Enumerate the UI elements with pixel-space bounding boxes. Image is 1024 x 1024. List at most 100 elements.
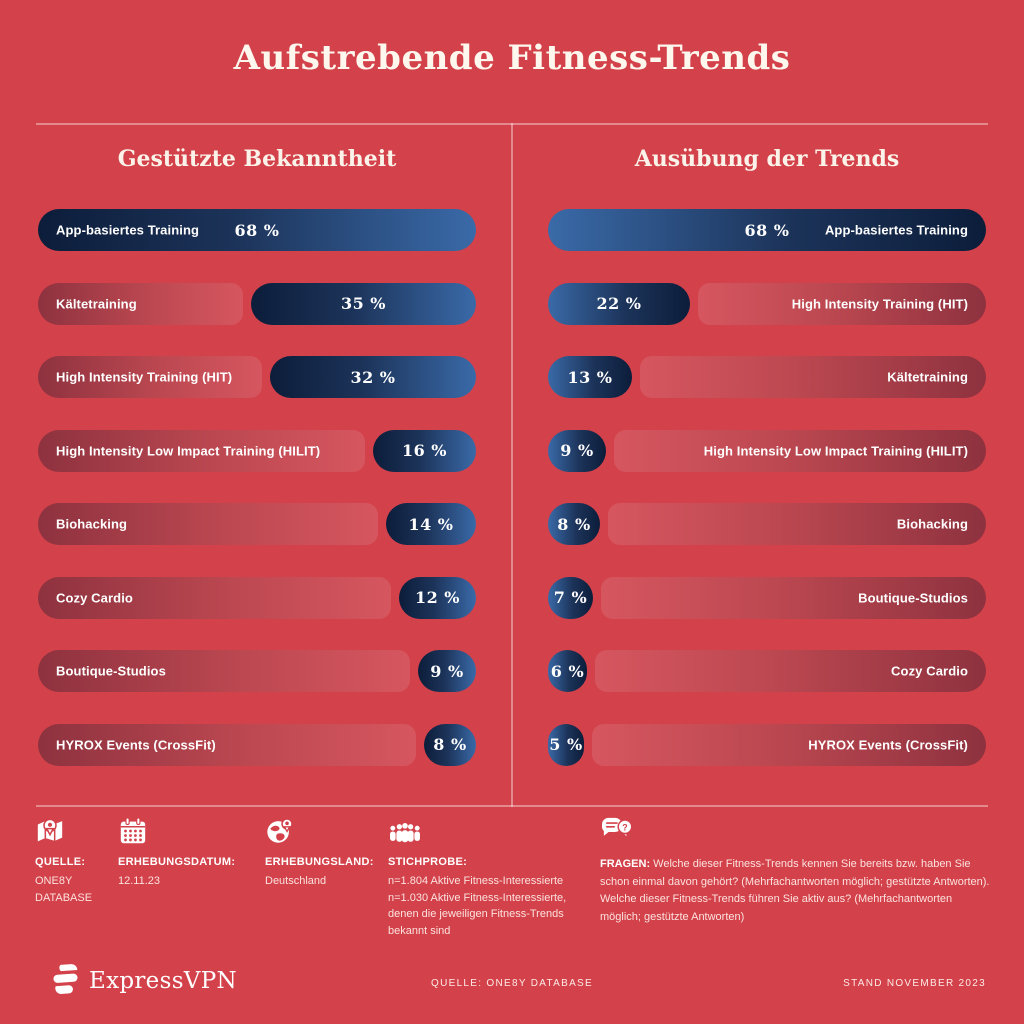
bar-track [38, 503, 378, 545]
bar-fill: 22 % [548, 282, 690, 325]
bar-label: High Intensity Training (HIT) [56, 369, 233, 385]
footer-sample: STICHPROBE: n=1.804 Aktive Fitness-Inter… [388, 816, 588, 939]
bar-value: 8 % [557, 514, 591, 534]
footer-heading: QUELLE: [35, 856, 86, 868]
bar-label: Cozy Cardio [56, 590, 133, 605]
bar-fill: 68 % [38, 209, 476, 251]
bar-row: 22 % High Intensity Training (HIT) [548, 282, 986, 325]
expressvpn-logo-icon [52, 962, 79, 1000]
bar-value: 7 % [553, 588, 588, 607]
bar-label: Biohacking [896, 516, 968, 532]
bar-value: 68 % [234, 220, 280, 240]
bar-fill: 13 % [548, 356, 632, 398]
bar-track [38, 723, 416, 766]
bottom-divider [36, 805, 988, 807]
footer-heading: STICHPROBE: [388, 856, 468, 868]
footer-body: ONE8Y DATABASE [35, 875, 93, 904]
footer-heading: ERHEBUNGSLAND: [265, 856, 374, 868]
bar-value: 32 % [350, 367, 396, 387]
bar-fill: 35 % [251, 282, 476, 325]
bar-row: 68 % App-basiertes Training [548, 209, 986, 251]
footer-body: Deutschland [265, 875, 327, 887]
bar-track [592, 723, 986, 766]
page-title: Aufstrebende Fitness-Trends [233, 38, 791, 78]
bar-fill: 8 % [424, 723, 476, 766]
bar-fill: 32 % [270, 356, 476, 398]
bar-fill: 9 % [418, 650, 476, 692]
bar-track [38, 282, 243, 325]
bar-label: High Intensity Low Impact Training (HILI… [56, 443, 321, 458]
footer-questions: ? FRAGEN: Welche dieser Fitness-Trends k… [600, 816, 992, 926]
bar-track [38, 429, 365, 472]
bar-label: HYROX Events (CrossFit) [808, 737, 968, 752]
bar-value: 9 % [560, 441, 594, 460]
bar-row: 8 % HYROX Events (CrossFit) [38, 723, 476, 766]
bar-row: 9 % Boutique-Studios [38, 650, 476, 692]
bar-value: 9 % [430, 661, 464, 681]
bar-value: 22 % [596, 294, 642, 313]
bar-fill: 16 % [373, 429, 476, 472]
bar-value: 13 % [567, 367, 613, 387]
bar-track [38, 650, 410, 692]
bar-row: 9 % High Intensity Low Impact Training (H… [548, 429, 986, 472]
bar-track [698, 282, 986, 325]
awareness-bar-chart: 68 % App-basiertes Training 35 % Kältetrain… [38, 209, 476, 766]
bar-row: 12 % Cozy Cardio [38, 576, 476, 619]
bar-track [640, 356, 986, 398]
center-divider [511, 123, 513, 807]
bar-value: 16 % [401, 441, 448, 460]
bar-label: App-basiertes Training [56, 222, 200, 238]
bar-track [38, 356, 262, 398]
bar-label: Kältetraining [56, 296, 137, 311]
footer-body: n=1.804 Aktive Fitness-Interessierte n=1… [388, 875, 567, 937]
bar-track [38, 576, 391, 619]
bar-row: 35 % Kältetraining [38, 282, 476, 325]
bottom-source: QUELLE: ONE8Y DATABASE [431, 978, 593, 989]
bar-value: 6 % [550, 661, 585, 681]
bar-row: 8 % Biohacking [548, 503, 986, 545]
bar-track [608, 503, 986, 545]
footer-source: QUELLE: ONE8Y DATABASE [35, 816, 120, 906]
bar-row: 14 % Biohacking [38, 503, 476, 545]
bar-fill: 8 % [548, 503, 600, 545]
bar-row: 7 % Boutique-Studios [548, 576, 986, 619]
bar-row: 16 % High Intensity Low Impact Training (… [38, 429, 476, 472]
bar-label: Boutique-Studios [858, 590, 968, 605]
footer-survey-country: ERHEBUNGSLAND: Deutschland [265, 816, 383, 890]
bar-fill: 7 % [548, 576, 593, 619]
bar-value: 12 % [414, 588, 461, 607]
bar-value: 5 % [549, 735, 583, 754]
practice-bar-chart: 68 % App-basiertes Training 22 % High Inten… [548, 209, 986, 766]
bar-label: HYROX Events (CrossFit) [56, 737, 216, 752]
right-chart-title: Ausübung der Trends [634, 146, 900, 172]
bar-track [614, 429, 986, 472]
bar-row: 5 % HYROX Events (CrossFit) [548, 723, 986, 766]
bar-fill: 9 % [548, 429, 606, 472]
bar-label: High Intensity Training (HIT) [791, 296, 968, 311]
svg-text:?: ? [622, 823, 627, 833]
bar-row: 68 % App-basiertes Training [38, 209, 476, 251]
bar-track [601, 576, 986, 619]
footer-heading: ERHEBUNGSDATUM: [118, 856, 236, 868]
footer-body: 12.11.23 [118, 875, 161, 887]
bar-value: 14 % [408, 514, 454, 534]
bar-label: High Intensity Low Impact Training (HILI… [703, 443, 968, 458]
chat-question-icon: ? [600, 816, 992, 848]
bar-label: Boutique-Studios [56, 663, 166, 679]
footer-heading: FRAGEN: [600, 858, 651, 870]
brand-name: ExpressVPN [89, 968, 237, 994]
bar-label: Biohacking [56, 516, 128, 532]
bar-fill: 5 % [548, 723, 584, 766]
brand-lockup: ExpressVPN [52, 962, 237, 1000]
footer-questions-text: FRAGEN: Welche dieser Fitness-Trends ken… [600, 856, 992, 926]
calendar-icon [118, 816, 253, 848]
left-chart-title: Gestützte Bekanntheit [117, 146, 397, 172]
map-pin-icon [35, 816, 120, 848]
top-divider [36, 123, 988, 125]
bottom-stand: STAND NOVEMBER 2023 [843, 978, 986, 989]
bar-value: 35 % [340, 294, 387, 313]
bar-fill: 14 % [386, 503, 476, 545]
bar-row: 32 % High Intensity Training (HIT) [38, 356, 476, 398]
bar-label: App-basiertes Training [824, 222, 968, 238]
footer-body: Welche dieser Fitness-Trends kennen Sie … [600, 858, 990, 923]
